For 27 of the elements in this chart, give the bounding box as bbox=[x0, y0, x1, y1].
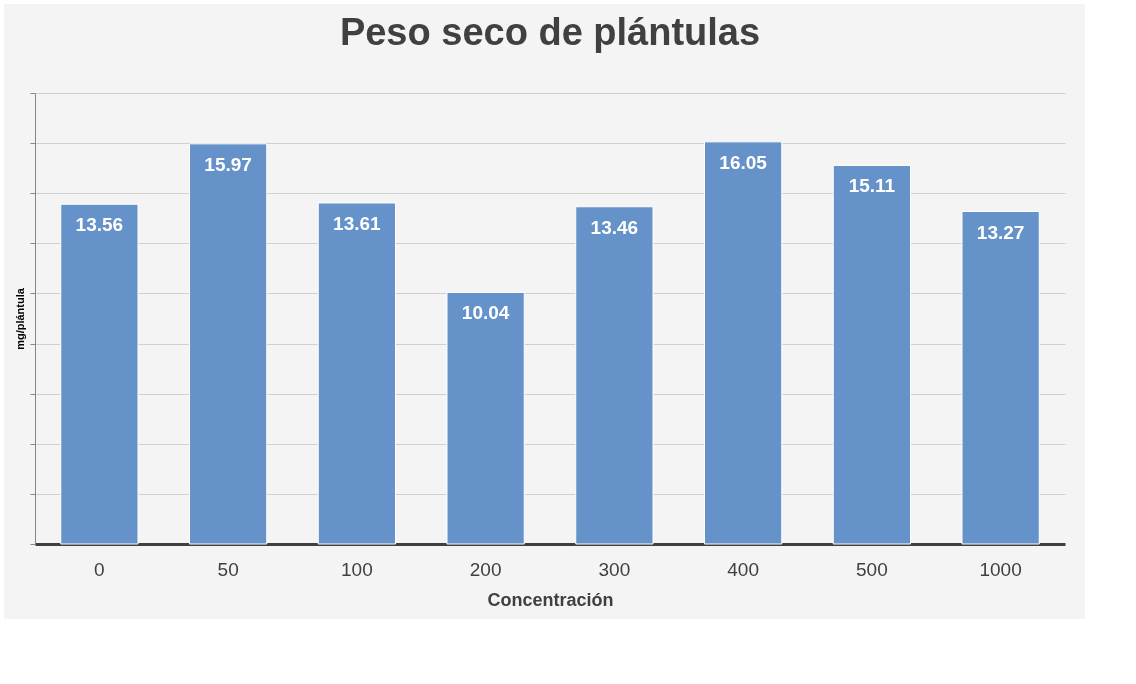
chart-title: Peso seco de plántulas bbox=[339, 10, 761, 53]
data-label: 13.61 bbox=[333, 212, 382, 234]
x-axis-title: Concentración bbox=[487, 589, 614, 610]
x-tick-label: 100 bbox=[341, 558, 373, 580]
bar bbox=[189, 143, 268, 545]
x-tick-label: 400 bbox=[727, 558, 759, 580]
y-axis-title: mg/plántula bbox=[14, 287, 26, 350]
data-label: 15.11 bbox=[848, 175, 896, 197]
bar bbox=[317, 202, 396, 545]
bar bbox=[832, 164, 911, 545]
data-label: 13.56 bbox=[75, 214, 124, 236]
x-tick-label: 50 bbox=[217, 558, 239, 580]
data-label: 10.04 bbox=[461, 302, 510, 324]
x-tick-label: 500 bbox=[856, 558, 888, 580]
data-label: 15.97 bbox=[204, 153, 252, 175]
bar bbox=[60, 203, 139, 545]
data-label: 13.27 bbox=[976, 221, 1025, 243]
bar bbox=[961, 211, 1040, 545]
bar bbox=[446, 291, 525, 545]
x-tick-label: 0 bbox=[94, 558, 105, 580]
bar bbox=[575, 206, 654, 545]
x-tick-label: 300 bbox=[598, 558, 631, 580]
data-label: 16.05 bbox=[719, 151, 768, 173]
x-tick-label: 1000 bbox=[979, 558, 1022, 580]
x-tick-label: 200 bbox=[469, 558, 502, 580]
data-label: 13.46 bbox=[590, 216, 639, 238]
bar bbox=[704, 141, 783, 545]
